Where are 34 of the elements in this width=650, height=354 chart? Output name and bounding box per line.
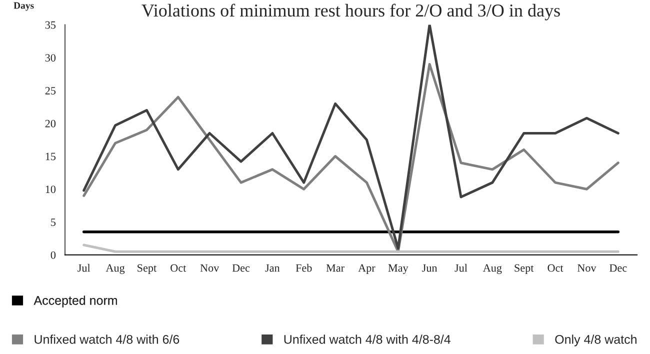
y-axis-title: Days bbox=[14, 2, 34, 11]
x-tick-label: Feb bbox=[296, 264, 312, 272]
y-tick-label: 20 bbox=[45, 120, 56, 128]
y-tick-label: 15 bbox=[46, 152, 56, 160]
x-tick-label: Oct bbox=[170, 264, 186, 272]
y-tick-label: 30 bbox=[45, 54, 56, 62]
x-tick-label: Aug bbox=[106, 264, 125, 274]
x-tick-label: Nov bbox=[577, 264, 596, 272]
x-tick-label: Jun bbox=[422, 264, 438, 272]
legend-label: Accepted norm bbox=[34, 296, 117, 308]
y-tick-label: 35 bbox=[45, 21, 56, 29]
x-tick-label: Sept bbox=[138, 264, 157, 274]
x-tick-label: Aug bbox=[482, 264, 502, 274]
line-series bbox=[82, 24, 620, 250]
x-tick-label: Jul bbox=[454, 264, 468, 272]
x-tick-label: May bbox=[388, 264, 408, 274]
x-tick-label: Dec bbox=[610, 264, 627, 272]
y-tick-label: 10 bbox=[46, 186, 56, 194]
x-tick-label: Mar bbox=[326, 264, 344, 272]
x-tick-label: Sept bbox=[514, 264, 534, 274]
legend-label: Unfixed watch 4/8 with 6/6 bbox=[34, 334, 180, 344]
legend-label: Unfixed watch 4/8 with 4/8-8/4 bbox=[284, 334, 450, 344]
x-tick-label: Jul bbox=[78, 264, 90, 272]
x-tick-label: Oct bbox=[548, 264, 564, 272]
legend-label: Only 4/8 watch bbox=[555, 334, 636, 346]
y-tick-label: 0 bbox=[50, 251, 56, 259]
x-tick-label: Dec bbox=[232, 264, 250, 272]
chart-title: Violations of minimum rest hours for 2/O and 3/O in days bbox=[142, 4, 560, 20]
x-tick-label: Jan bbox=[265, 264, 280, 272]
x-tick-label: Nov bbox=[200, 264, 220, 272]
y-tick-label: 25 bbox=[45, 87, 56, 94]
x-tick-label: Apr bbox=[358, 264, 376, 274]
line-series bbox=[82, 62, 620, 253]
y-tick-label: 5 bbox=[51, 218, 56, 226]
